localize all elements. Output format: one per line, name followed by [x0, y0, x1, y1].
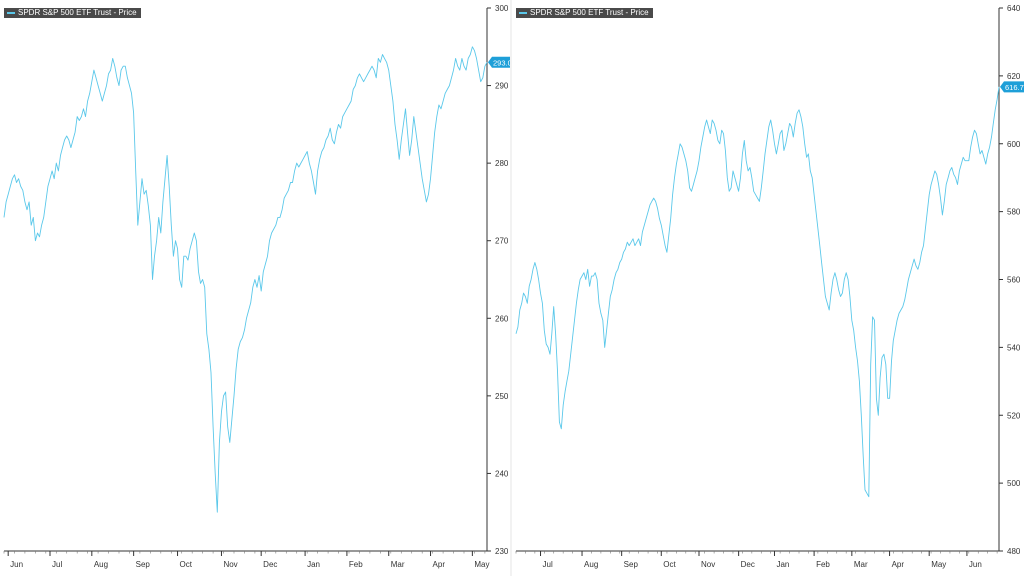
x-tick-label: Jan	[776, 560, 789, 569]
x-tick-label: May	[474, 560, 489, 569]
panel-divider	[510, 0, 512, 576]
x-tick-label: Sep	[624, 560, 639, 569]
series-swatch-left	[7, 12, 15, 14]
y-tick-label: 280	[495, 159, 509, 168]
series-label-right: SPDR S&P 500 ETF Trust - Price	[516, 8, 653, 18]
x-tick-label: Nov	[223, 560, 237, 569]
x-tick-label: Jun	[10, 560, 23, 569]
y-tick-label: 560	[1007, 276, 1021, 285]
x-tick-label: Jul	[52, 560, 62, 569]
x-tick-label: Oct	[663, 560, 676, 569]
y-tick-label: 250	[495, 392, 509, 401]
y-tick-label: 620	[1007, 72, 1021, 81]
x-tick-label: Mar	[854, 560, 868, 569]
y-tick-label: 240	[495, 469, 509, 478]
x-tick-label: Apr	[892, 560, 905, 569]
x-tick-label: Mar	[391, 560, 405, 569]
x-tick-label: Jun	[969, 560, 982, 569]
x-tick-label: Jan	[307, 560, 320, 569]
last-price-badge-text: 616.77	[1005, 83, 1024, 92]
chart-panel-right: 480 500 520 540 560 580 600 620 640 Jul Aug Sep Oct N…	[512, 0, 1024, 576]
x-tick-label: Aug	[94, 560, 108, 569]
x-tick-label: Jul	[543, 560, 553, 569]
y-tick-label: 600	[1007, 140, 1021, 149]
x-tick-label: Feb	[816, 560, 830, 569]
x-tick-label: Feb	[349, 560, 363, 569]
y-tick-label: 480	[1007, 547, 1021, 556]
x-tick-label: Nov	[701, 560, 715, 569]
x-tick-label: May	[931, 560, 946, 569]
y-tick-label: 500	[1007, 479, 1021, 488]
x-tick-label: Dec	[263, 560, 277, 569]
series-label-left: SPDR S&P 500 ETF Trust - Price	[4, 8, 141, 18]
y-tick-label: 300	[495, 4, 509, 13]
y-tick-label: 290	[495, 82, 509, 91]
x-tick-label: Aug	[584, 560, 598, 569]
price-chart-right: 480 500 520 540 560 580 600 620 640 Jul Aug Sep Oct N…	[515, 4, 1024, 569]
y-tick-label: 270	[495, 237, 509, 246]
y-tick-label: 520	[1007, 411, 1021, 420]
y-tick-label: 260	[495, 314, 509, 323]
chart-panel-left: 230 240 250 260 270 280 290 300 Jun Jul Aug Sep Oct N…	[3, 4, 512, 569]
y-tick-label: 580	[1007, 208, 1021, 217]
last-price-badge	[1000, 81, 1024, 93]
series-label-text-left: SPDR S&P 500 ETF Trust - Price	[18, 8, 137, 17]
y-tick-label: 540	[1007, 343, 1021, 352]
x-tick-label: Dec	[741, 560, 755, 569]
last-price-badge-text: 293.00	[493, 58, 512, 67]
series-swatch-right	[519, 12, 527, 14]
series-label-text-right: SPDR S&P 500 ETF Trust - Price	[530, 8, 649, 17]
price-chart-left: 230 240 250 260 270 280 290 300 Jun Jul Aug Sep Oct N…	[3, 4, 512, 569]
x-tick-label: Apr	[433, 560, 446, 569]
last-price-badge	[488, 56, 512, 68]
price-series-line	[3, 46, 488, 513]
y-tick-label: 640	[1007, 4, 1021, 13]
y-tick-label: 230	[495, 547, 509, 556]
x-tick-label: Oct	[180, 560, 193, 569]
price-series-line	[515, 86, 1000, 498]
x-tick-label: Sep	[136, 560, 151, 569]
